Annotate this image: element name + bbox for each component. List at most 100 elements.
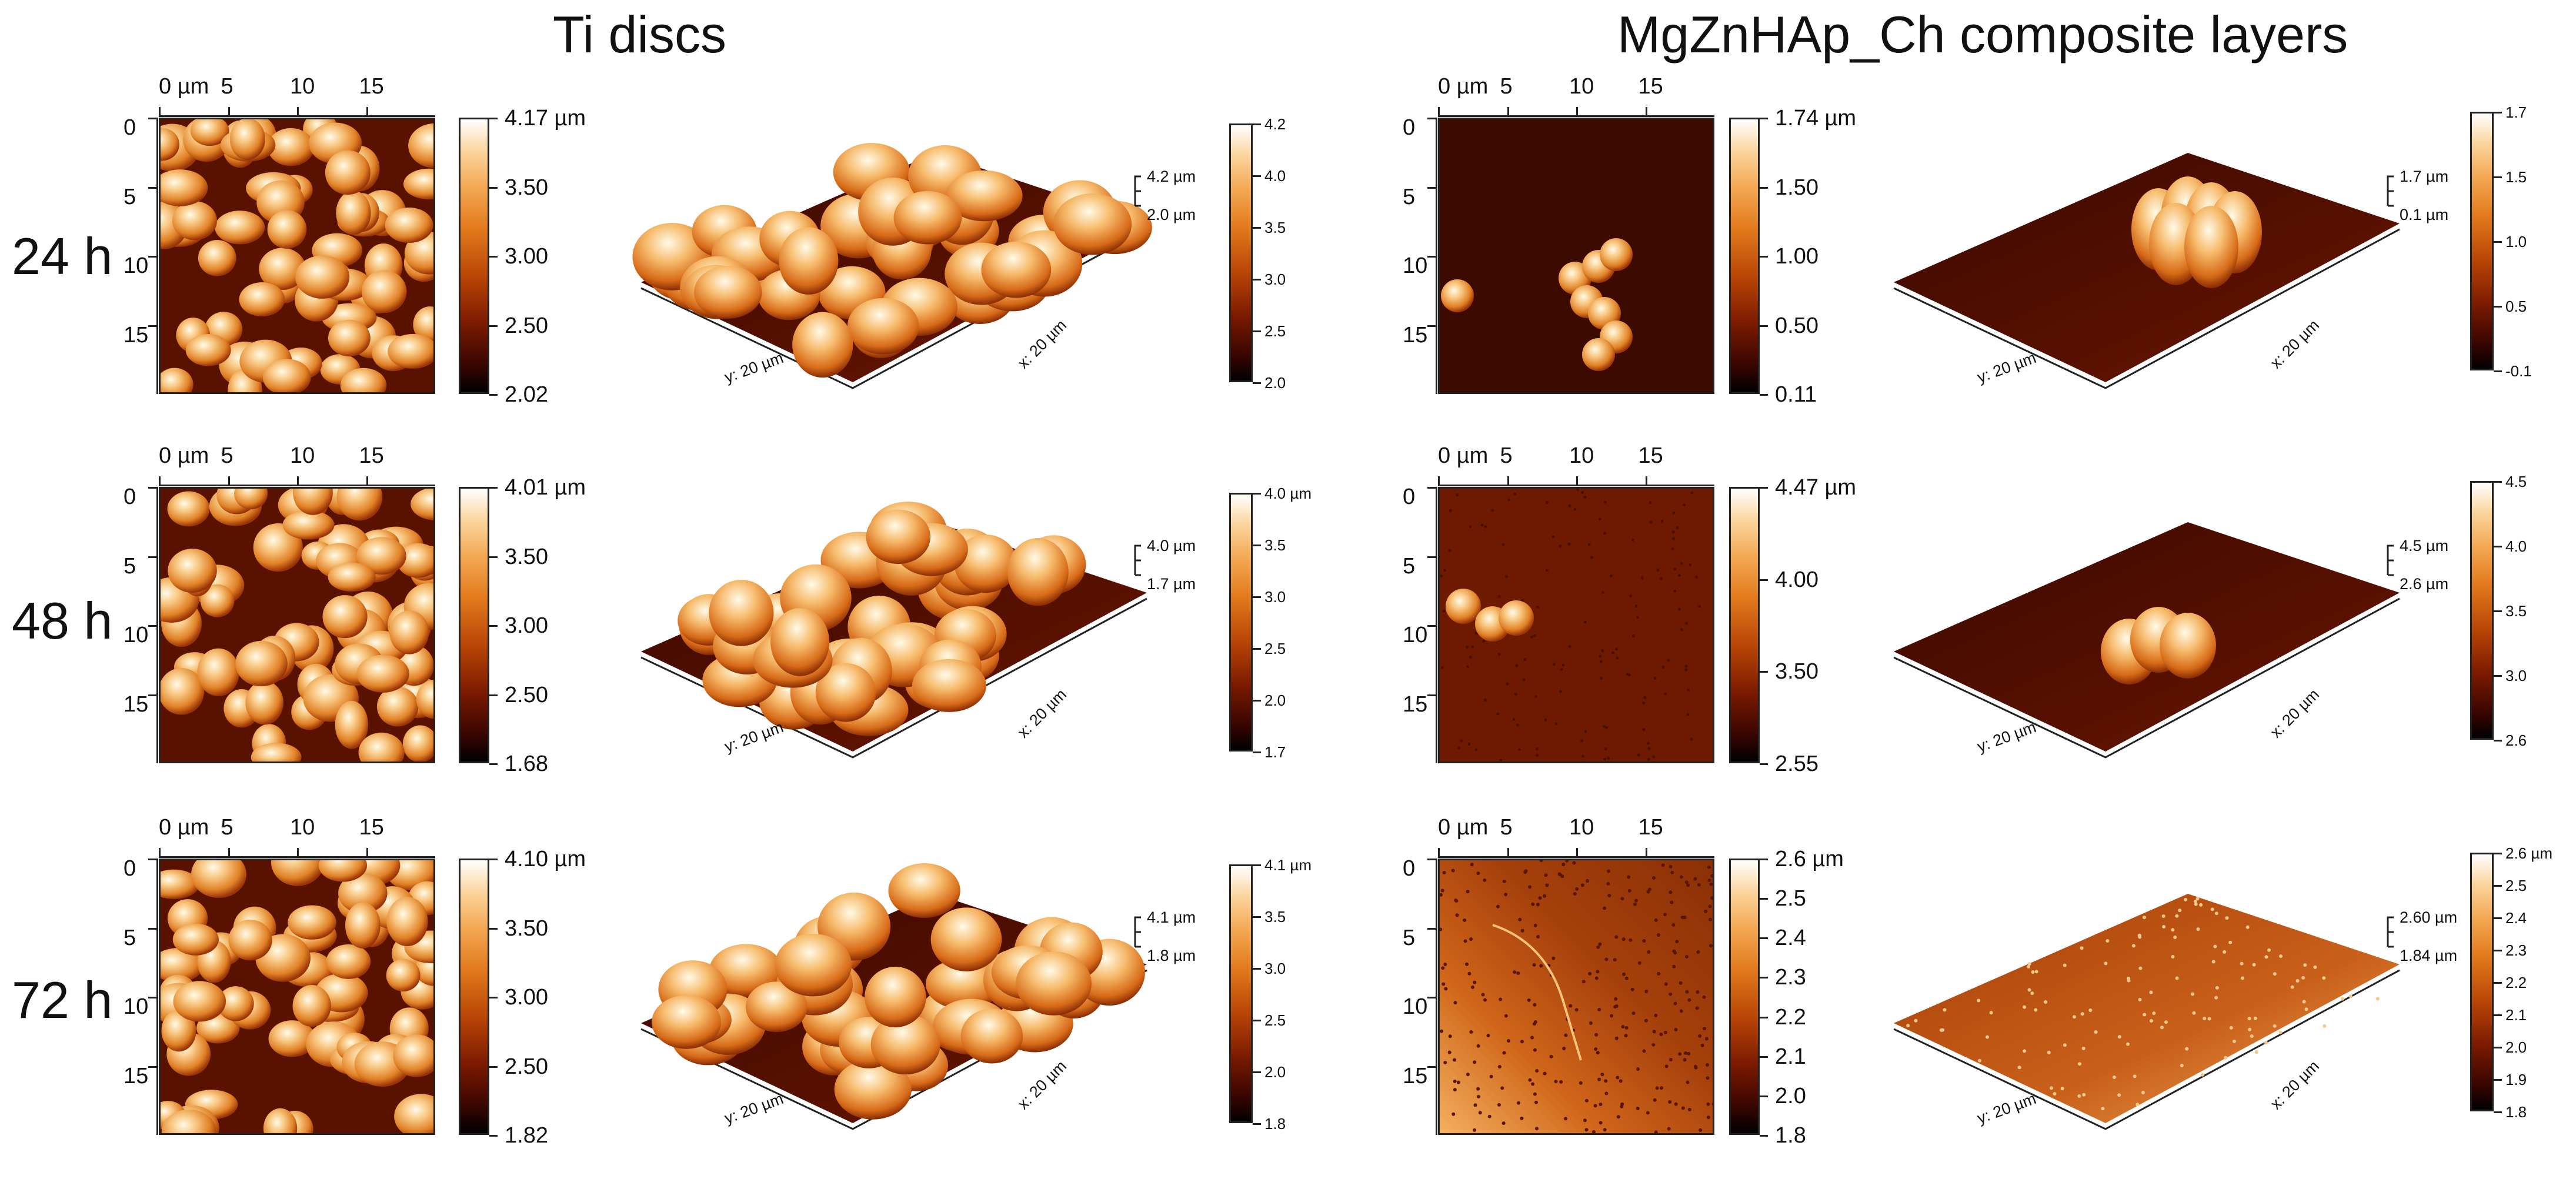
color-scale-label: 2.02: [505, 382, 548, 407]
surface-plane: [1894, 894, 2400, 1123]
pore: [1473, 1060, 1477, 1064]
color-scale-label: 3.00: [505, 985, 548, 1010]
pore: [1580, 739, 1584, 743]
afm-height-map: [1438, 118, 1714, 394]
color-scale-bar: [2470, 853, 2494, 1111]
row-label-24h: 24 h: [12, 227, 113, 285]
particle: [361, 270, 407, 313]
particle: [356, 654, 409, 693]
color-scale-label: 1.00: [1775, 244, 1818, 269]
pore: [1593, 1104, 1597, 1108]
pore: [1442, 982, 1446, 986]
color-scale-tick: [2494, 1047, 2502, 1048]
x-tick-label: 10: [1569, 815, 1594, 840]
surface-speck: [2241, 976, 2245, 980]
surface-speck: [2143, 1013, 2147, 1017]
pore: [1497, 1065, 1501, 1069]
particle: [413, 306, 433, 343]
pore: [1576, 489, 1580, 492]
pore: [1704, 1037, 1709, 1041]
pore: [1531, 902, 1535, 906]
surface-bump: [960, 1008, 1023, 1064]
pore: [1616, 1115, 1620, 1119]
color-scale-tick: [1760, 325, 1768, 327]
pore: [1536, 903, 1540, 907]
pore: [1646, 890, 1650, 894]
particle: [267, 210, 307, 249]
surface-speck: [2323, 1024, 2327, 1028]
color-scale-label: 2.50: [505, 682, 548, 707]
pore: [1543, 894, 1547, 898]
particle: [394, 1094, 433, 1133]
surface-3d-view: [629, 475, 1159, 804]
color-scale-tick: [2494, 610, 2502, 612]
pore: [1634, 604, 1638, 608]
x-tick-mark: [1645, 476, 1647, 485]
x-tick-label: 10: [290, 443, 315, 468]
pore: [1673, 951, 1677, 955]
pore: [1685, 990, 1689, 994]
particle: [338, 873, 388, 914]
color-scale-bar: [1729, 487, 1760, 763]
x-tick-mark: [366, 107, 368, 115]
pore: [1487, 1114, 1491, 1118]
color-scale-label: 3.00: [505, 244, 548, 269]
pore: [1560, 667, 1563, 671]
surface-speck: [2126, 1042, 2130, 1046]
color-scale-label: 4.01 µm: [505, 475, 586, 500]
color-scale-tick: [1253, 864, 1261, 866]
pore: [1681, 1106, 1685, 1110]
pore: [1679, 875, 1683, 879]
x-tick-label: 10: [1569, 443, 1594, 468]
pore: [1655, 1086, 1659, 1090]
color-scale-label: 3.00: [505, 613, 548, 638]
x-axis-line: [1438, 856, 1714, 858]
color-scale-tick: [1253, 752, 1261, 753]
particle: [282, 510, 335, 540]
color-scale-label: 2.50: [505, 1054, 548, 1079]
color-scale-label: 0.50: [1775, 313, 1818, 338]
surface-speck: [2023, 1049, 2027, 1053]
color-scale-label: 2.6 µm: [1775, 847, 1844, 871]
pore: [1474, 748, 1478, 752]
color-scale-tick: [1253, 279, 1261, 280]
surface-3d-image: [1893, 894, 2400, 1130]
x-tick-mark: [228, 107, 230, 115]
color-scale-label: 1.7: [2505, 103, 2527, 121]
particle: [386, 897, 428, 947]
pore: [1616, 656, 1619, 660]
surface-speck: [2273, 1024, 2277, 1028]
color-scale-tick: [489, 694, 498, 696]
pore: [1579, 1081, 1583, 1085]
pore: [1441, 966, 1445, 970]
pore: [1451, 869, 1455, 873]
pore: [1484, 525, 1487, 529]
pore: [1596, 945, 1600, 949]
surface-speck: [2063, 1043, 2067, 1047]
surface-3d-view: [1882, 847, 2411, 1176]
pore: [1644, 1018, 1648, 1023]
color-scale-tick: [489, 859, 498, 860]
pore: [1668, 1100, 1672, 1104]
surface-bump: [1053, 193, 1132, 255]
color-scale-label: 1.68: [505, 752, 548, 776]
pore: [1569, 1004, 1573, 1008]
pore: [1594, 1033, 1599, 1037]
color-scale-tick: [489, 256, 498, 258]
color-scale-label: 2.2: [1775, 1004, 1806, 1030]
pore: [1607, 869, 1611, 873]
x-tick-mark: [1576, 848, 1578, 856]
x-tick-mark: [1438, 848, 1440, 856]
surface-speck: [2273, 972, 2277, 976]
y-tick-label: 0: [1403, 856, 1416, 881]
surface-bump: [912, 659, 987, 712]
color-scale-tick: [2494, 950, 2502, 951]
pore: [1636, 616, 1640, 619]
color-scale-tick: [1253, 968, 1261, 970]
pore: [1647, 747, 1651, 750]
surface-bump: [834, 1059, 912, 1120]
particle: [386, 958, 421, 992]
particle: [293, 489, 333, 515]
surface-speck: [2313, 965, 2317, 969]
pore: [1605, 726, 1609, 729]
